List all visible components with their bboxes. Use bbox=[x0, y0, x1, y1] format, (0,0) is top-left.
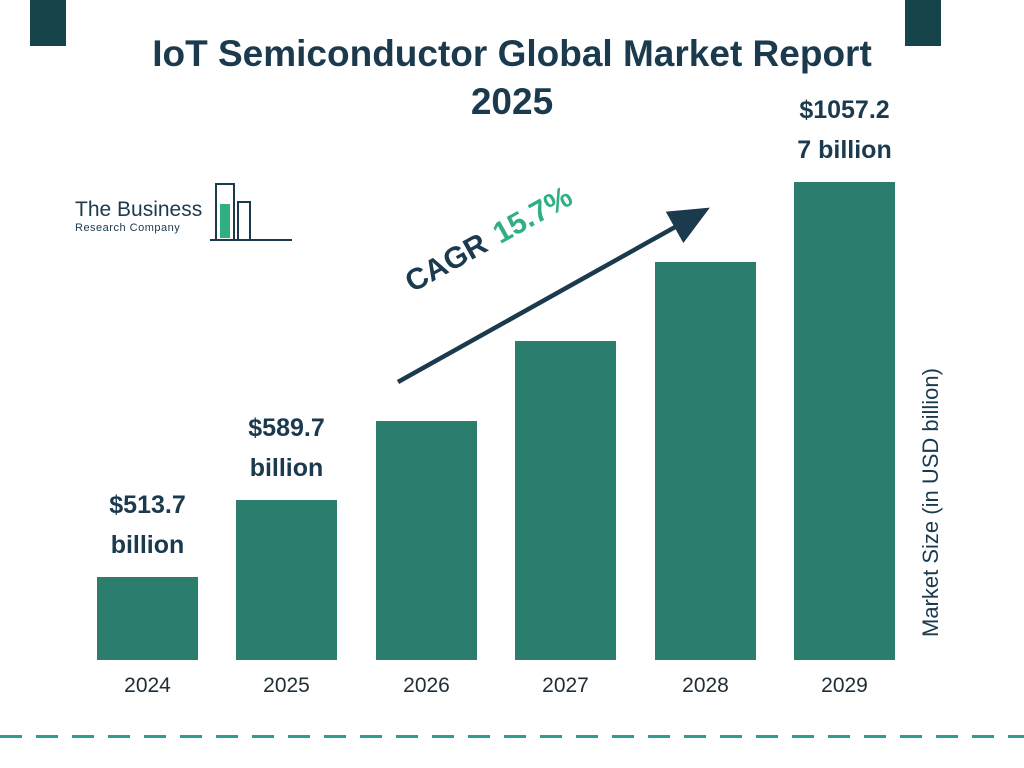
x-axis-label-2028: 2028 bbox=[682, 674, 729, 697]
x-axis-label-2029: 2029 bbox=[821, 674, 868, 697]
bottom-dashed-line bbox=[0, 735, 1024, 738]
company-logo: The Business Research Company bbox=[75, 180, 298, 248]
bar-2028 bbox=[655, 262, 756, 660]
x-axis-label-2024: 2024 bbox=[124, 674, 171, 697]
title-line-2: 2025 bbox=[470, 81, 554, 122]
corner-accent-left bbox=[30, 0, 66, 46]
bar-2024 bbox=[97, 577, 198, 660]
bar-2029 bbox=[794, 182, 895, 660]
y-axis-label: Market Size (in USD billion) bbox=[918, 368, 943, 638]
company-logo-text: The Business Research Company bbox=[75, 198, 202, 248]
value-label-2029: $1057.2 7 billion bbox=[797, 96, 892, 164]
x-axis-label-2025: 2025 bbox=[263, 674, 310, 697]
value-label-2025: $589.7 billion bbox=[248, 414, 325, 482]
page-title: IoT Semiconductor Global Market Report 2… bbox=[0, 30, 1024, 126]
x-axis-label-2026: 2026 bbox=[403, 674, 450, 697]
bar-2027 bbox=[515, 341, 616, 660]
logo-subname: Research Company bbox=[75, 222, 181, 234]
title-line-1: IoT Semiconductor Global Market Report bbox=[152, 33, 872, 74]
growth-arrow-icon bbox=[396, 207, 710, 384]
logo-name: The Business bbox=[75, 198, 203, 221]
corner-accent-right bbox=[905, 0, 941, 46]
logo-bars-icon bbox=[210, 183, 293, 241]
value-label-2024: $513.7 billion bbox=[109, 491, 186, 559]
x-axis-label-2027: 2027 bbox=[542, 674, 589, 697]
bar-2026 bbox=[376, 421, 477, 660]
bar-2025 bbox=[236, 500, 337, 660]
